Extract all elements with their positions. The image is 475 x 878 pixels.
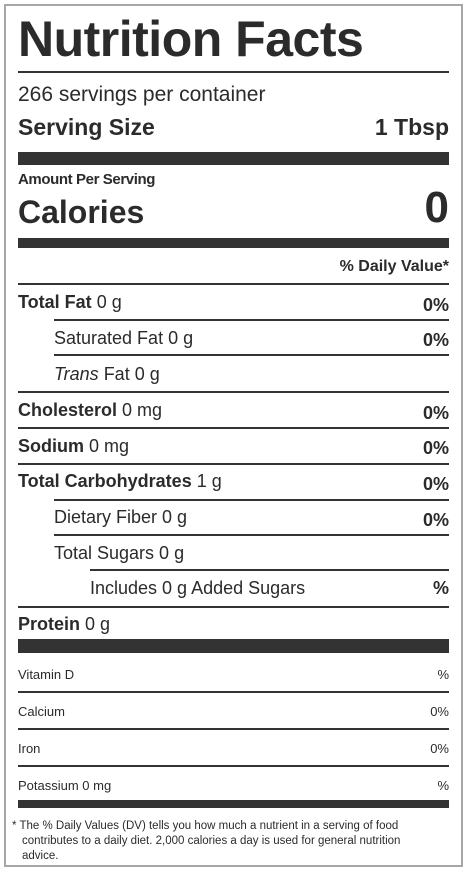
- thick-divider: [18, 639, 449, 653]
- label-content: Nutrition Facts 266 servings per contain…: [12, 6, 449, 865]
- calories-label: Calories: [18, 194, 145, 230]
- vitamin-row-potassium: Potassium 0 mg: [18, 778, 112, 793]
- vitamin-row-calcium: Calcium: [18, 704, 65, 719]
- divider: [18, 391, 449, 393]
- divider: [18, 728, 449, 730]
- label-title: Nutrition Facts: [18, 11, 364, 67]
- trans-italic: Trans: [54, 364, 99, 384]
- nutrient-label: Cholesterol: [18, 400, 118, 420]
- divider: [54, 319, 449, 321]
- vitamin-dv: 0%: [430, 704, 449, 719]
- calories-value: 0: [424, 183, 449, 232]
- divider: [18, 606, 449, 608]
- divider: [18, 463, 449, 465]
- nutrient-amount: 0 mg: [122, 400, 163, 420]
- nutrient-row-total-carbohydrates: Total Carbohydrates 1 g: [18, 472, 222, 490]
- serving-size-label: Serving Size: [18, 114, 155, 140]
- divider: [54, 534, 449, 536]
- vitamin-dv: %: [437, 667, 449, 682]
- nutrition-facts-label: Nutrition Facts 266 servings per contain…: [4, 4, 463, 867]
- thick-divider: [18, 800, 449, 808]
- divider: [18, 765, 449, 767]
- nutrient-amount: 0 mg: [89, 436, 130, 456]
- nutrient-row-dietary-fiber: Dietary Fiber 0 g: [54, 507, 188, 527]
- nutrient-dv: 0%: [422, 295, 449, 315]
- thick-divider: [18, 152, 449, 165]
- vitamin-row-vitamin-d: Vitamin D: [18, 667, 75, 682]
- thick-divider: [18, 238, 449, 248]
- nutrient-amount: 0 g: [96, 292, 122, 312]
- nutrient-label: Protein: [18, 614, 81, 634]
- nutrient-row-total-sugars: Total Sugars 0 g: [54, 543, 185, 563]
- nutrient-dv: 0%: [422, 403, 449, 423]
- vitamin-row-iron: Iron: [18, 741, 41, 756]
- divider: [54, 354, 449, 356]
- amount-per-serving: Amount Per Serving: [18, 171, 155, 188]
- vitamin-dv: 0%: [430, 741, 449, 756]
- nutrient-row-protein: Protein 0 g: [18, 615, 110, 633]
- nutrient-amount: 0 g: [85, 614, 111, 634]
- nutrient-label: Total Fat: [18, 292, 92, 312]
- divider: [90, 569, 449, 571]
- nutrient-dv: %: [432, 578, 449, 598]
- nutrient-dv: 0%: [422, 330, 449, 350]
- nutrient-row-saturated-fat: Saturated Fat 0 g: [54, 328, 194, 348]
- footnote-line-1: * The % Daily Values (DV) tells you how …: [12, 820, 399, 832]
- serving-size-value: 1 Tbsp: [374, 114, 449, 140]
- nutrient-label: Sodium: [18, 436, 84, 456]
- nutrient-row-added-sugars: Includes 0 g Added Sugars: [90, 578, 306, 598]
- nutrient-dv: 0%: [422, 438, 449, 458]
- nutrient-row-total-fat: Total Fat 0 g: [18, 293, 122, 311]
- nutrient-dv: 0%: [422, 510, 449, 530]
- trans-rest: Fat 0 g: [98, 364, 160, 384]
- nutrient-row-sodium: Sodium 0 mg: [18, 437, 129, 455]
- footnote-line-2: contributes to a daily diet. 2,000 calor…: [22, 835, 401, 847]
- servings-per-container: 266 servings per container: [18, 83, 266, 106]
- nutrient-row-cholesterol: Cholesterol 0 mg: [18, 401, 162, 419]
- divider: [54, 499, 449, 501]
- vitamin-dv: %: [437, 778, 449, 793]
- divider: [18, 691, 449, 693]
- daily-value-header: % Daily Value*: [339, 258, 449, 275]
- divider: [18, 427, 449, 429]
- divider: [18, 283, 449, 285]
- nutrient-row-trans-fat: Trans Fat 0 g: [54, 365, 160, 383]
- nutrient-dv: 0%: [422, 474, 449, 494]
- nutrient-label: Total Carbohydrates: [18, 471, 192, 491]
- footnote-line-3: advice.: [22, 850, 59, 862]
- nutrient-amount: 1 g: [196, 471, 222, 491]
- divider: [18, 71, 449, 73]
